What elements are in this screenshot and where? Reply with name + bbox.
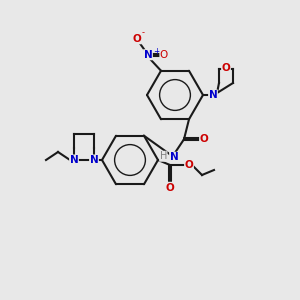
Text: N: N: [90, 155, 98, 165]
Text: O: O: [133, 34, 141, 44]
Text: N: N: [70, 155, 78, 165]
Text: H: H: [160, 151, 167, 161]
Text: N: N: [208, 90, 217, 100]
Text: O: O: [184, 160, 194, 170]
Text: N: N: [144, 50, 152, 60]
Text: O: O: [166, 183, 174, 193]
Text: O: O: [160, 50, 168, 60]
Text: +: +: [153, 47, 160, 56]
Text: O: O: [200, 134, 208, 144]
Text: -: -: [142, 28, 145, 37]
Text: N: N: [169, 152, 178, 162]
Text: O: O: [222, 63, 230, 73]
